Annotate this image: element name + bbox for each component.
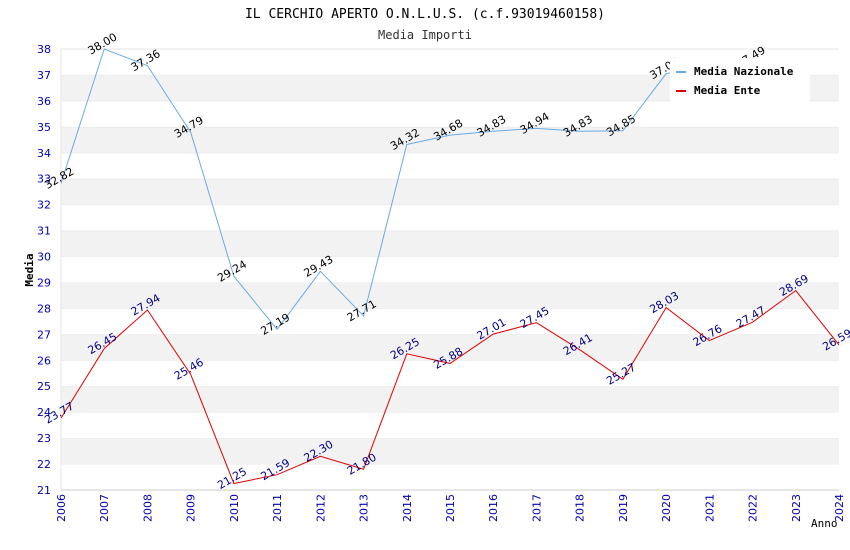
x-tick-label: 2011	[271, 494, 284, 522]
grid-band	[61, 438, 839, 465]
grid-band	[61, 256, 839, 283]
x-tick-label: 2006	[55, 494, 68, 522]
y-tick-label: 28	[37, 302, 51, 315]
chart-subtitle: Media Importi	[378, 28, 472, 42]
y-tick-label: 37	[37, 69, 51, 82]
y-tick-label: 31	[37, 225, 51, 238]
y-tick-label: 26	[37, 354, 51, 367]
grid-band	[61, 386, 839, 413]
legend-box	[670, 58, 810, 102]
grid-band	[61, 282, 839, 309]
x-tick-label: 2017	[530, 494, 543, 522]
y-tick-label: 25	[37, 380, 51, 393]
series-line-media-ente	[60, 289, 840, 485]
x-tick-label: 2018	[574, 494, 587, 522]
grid-band	[61, 100, 839, 127]
x-tick-label: 2024	[833, 494, 846, 522]
y-tick-label: 27	[37, 328, 51, 341]
y-tick-label: 35	[37, 121, 51, 134]
y-tick-label: 33	[37, 173, 51, 186]
grid-band	[61, 204, 839, 231]
grid-band	[61, 334, 839, 361]
grid-band	[61, 152, 839, 179]
y-tick-label: 38	[37, 43, 51, 56]
x-tick-label: 2021	[703, 494, 716, 522]
legend: Media Nazionale Media Ente	[670, 58, 810, 102]
x-tick-label: 2007	[98, 494, 111, 522]
x-tick-label: 2012	[314, 494, 327, 522]
grid-band	[61, 360, 839, 387]
grid-band	[61, 178, 839, 205]
x-tick-label: 2016	[487, 494, 500, 522]
grid-band	[61, 308, 839, 335]
grid-band	[61, 412, 839, 439]
x-tick-label: 2015	[444, 494, 457, 522]
y-axis-ticks: 21 22 23 24 25 26 27 28 29 30 31 32 33 34 35 36 37 38	[37, 43, 51, 497]
chart-title: IL CERCHIO APERTO O.N.L.U.S. (c.f.930194…	[245, 7, 605, 22]
y-tick-label: 24	[37, 406, 51, 419]
x-tick-label: 2023	[790, 494, 803, 522]
legend-label-media-ente: Media Ente	[694, 84, 761, 97]
x-tick-label: 2009	[185, 494, 198, 522]
x-tick-label: 2019	[617, 494, 630, 522]
y-tick-label: 30	[37, 251, 51, 264]
grid-band	[61, 464, 839, 490]
x-axis-label: Anno	[811, 517, 838, 530]
grid-band	[61, 230, 839, 257]
y-tick-label: 21	[37, 484, 51, 497]
x-tick-label: 2010	[228, 494, 241, 522]
series-line-media-nazionale	[60, 48, 753, 331]
grid-bands	[60, 48, 839, 491]
x-axis-ticks: 2006 2007 2008 2009 2010 2011 2012 2013 2014 2015…	[55, 494, 846, 522]
grid-band	[61, 126, 839, 153]
legend-label-media-nazionale: Media Nazionale	[694, 65, 794, 78]
x-tick-label: 2020	[660, 494, 673, 522]
y-tick-label: 29	[37, 276, 51, 289]
y-tick-label: 36	[37, 95, 51, 108]
series-lines	[60, 48, 840, 485]
x-tick-label: 2013	[358, 494, 371, 522]
x-tick-label: 2008	[141, 494, 154, 522]
y-axis-label: Media	[23, 253, 36, 286]
x-tick-label: 2014	[401, 494, 414, 522]
y-tick-label: 22	[37, 458, 51, 471]
x-tick-label: 2022	[747, 494, 760, 522]
y-tick-label: 34	[37, 147, 51, 160]
y-tick-label: 32	[37, 199, 51, 212]
y-tick-label: 23	[37, 432, 51, 445]
